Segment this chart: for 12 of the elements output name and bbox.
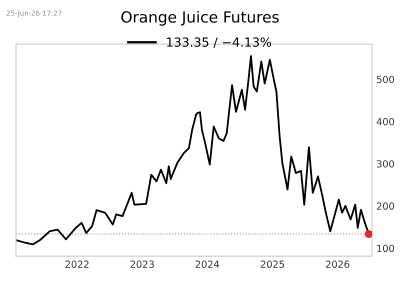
y-tick-label: 500 <box>376 76 394 84</box>
y-tick-label: 200 <box>376 202 394 210</box>
chart-title: Orange Juice Futures <box>121 10 279 26</box>
y-tick-label: 300 <box>376 160 394 168</box>
x-tick-label: 2025 <box>260 260 284 268</box>
y-tick-label: 100 <box>377 244 394 252</box>
legend-label: 133.35 / −4.13% <box>167 37 272 48</box>
x-tick-label: 2023 <box>130 260 154 268</box>
x-tick-label: 2022 <box>65 260 89 268</box>
y-tick-label: 400 <box>376 118 394 126</box>
x-tick-label: 2024 <box>196 260 220 268</box>
x-tick-label: 2026 <box>326 260 350 268</box>
